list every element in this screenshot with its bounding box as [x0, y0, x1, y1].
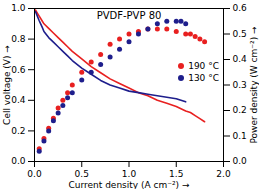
svg-text:0.6: 0.6 [233, 3, 248, 13]
svg-text:Cell voltage (V) →: Cell voltage (V) → [2, 45, 12, 125]
svg-text:0.6: 0.6 [11, 65, 26, 75]
svg-text:0.2: 0.2 [11, 126, 25, 136]
svg-text:1.0: 1.0 [11, 3, 26, 13]
svg-text:0.0: 0.0 [27, 169, 42, 179]
svg-text:0.5: 0.5 [233, 29, 247, 39]
svg-text:0.2: 0.2 [233, 105, 247, 115]
svg-text:0.3: 0.3 [233, 80, 247, 90]
svg-text:0.0: 0.0 [11, 156, 26, 166]
svg-text:0.8: 0.8 [11, 34, 26, 44]
svg-text:1.5: 1.5 [169, 169, 183, 179]
svg-text:Power density (W cm⁻²) →: Power density (W cm⁻²) → [249, 26, 259, 144]
svg-text:0.1: 0.1 [233, 131, 247, 141]
svg-text:2.0: 2.0 [216, 169, 231, 179]
svg-text:0.4: 0.4 [11, 95, 26, 105]
svg-text:0.0: 0.0 [233, 156, 248, 166]
svg-text:0.4: 0.4 [233, 54, 248, 64]
svg-text:1.0: 1.0 [122, 169, 137, 179]
svg-text:PVDF-PVP 80: PVDF-PVP 80 [97, 10, 162, 21]
svg-text:0.5: 0.5 [75, 169, 89, 179]
svg-text:Current density (A cm⁻²) →: Current density (A cm⁻²) → [68, 180, 189, 189]
html-text:190 °C: 190 °C [188, 61, 219, 72]
html-text:130 °C: 130 °C [188, 73, 219, 84]
